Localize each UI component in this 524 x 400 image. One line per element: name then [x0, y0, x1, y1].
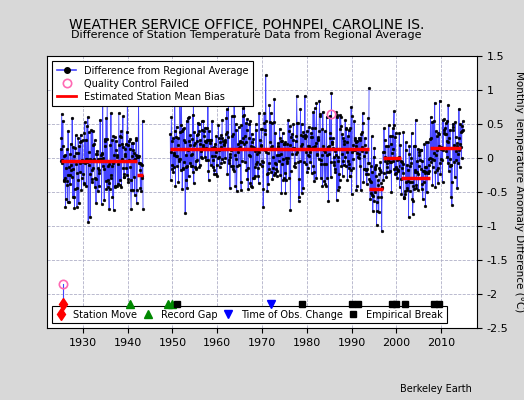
Text: WEATHER SERVICE OFFICE, POHNPEI, CAROLINE IS.: WEATHER SERVICE OFFICE, POHNPEI, CAROLIN… [69, 18, 424, 32]
Y-axis label: Monthly Temperature Anomaly Difference (°C): Monthly Temperature Anomaly Difference (… [514, 71, 524, 313]
Text: Difference of Station Temperature Data from Regional Average: Difference of Station Temperature Data f… [71, 30, 421, 40]
Text: Berkeley Earth: Berkeley Earth [400, 384, 472, 394]
Legend: Station Move, Record Gap, Time of Obs. Change, Empirical Break: Station Move, Record Gap, Time of Obs. C… [52, 306, 446, 324]
